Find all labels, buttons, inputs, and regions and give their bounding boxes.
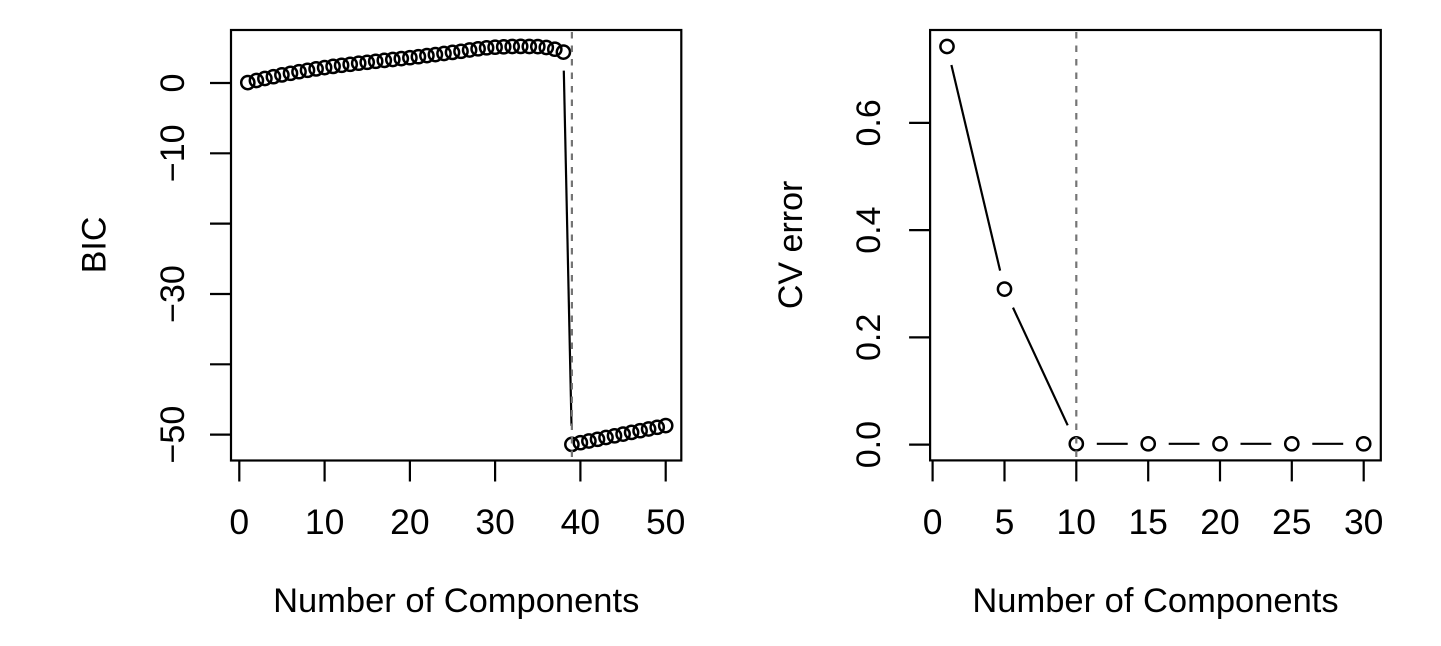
svg-text:0.2: 0.2	[850, 314, 888, 361]
svg-text:20: 20	[390, 502, 430, 542]
svg-text:Number of Components: Number of Components	[972, 582, 1338, 620]
svg-text:30: 30	[475, 502, 515, 542]
svg-text:40: 40	[561, 502, 601, 542]
svg-text:CV error: CV error	[772, 181, 810, 309]
svg-text:10: 10	[305, 502, 345, 542]
svg-text:25: 25	[1272, 502, 1312, 542]
svg-text:0: 0	[154, 74, 192, 93]
svg-text:20: 20	[1200, 502, 1240, 542]
svg-text:0: 0	[923, 502, 943, 542]
svg-text:10: 10	[1057, 502, 1097, 542]
svg-text:−50: −50	[154, 406, 192, 464]
svg-text:−10: −10	[154, 124, 192, 182]
svg-text:5: 5	[995, 502, 1015, 542]
svg-text:BIC: BIC	[76, 217, 114, 274]
svg-text:50: 50	[646, 502, 686, 542]
svg-text:−30: −30	[154, 265, 192, 323]
svg-text:0.4: 0.4	[850, 206, 888, 253]
svg-text:15: 15	[1128, 502, 1168, 542]
svg-text:0.0: 0.0	[850, 421, 888, 468]
svg-text:0.6: 0.6	[850, 99, 888, 146]
svg-text:0: 0	[229, 502, 249, 542]
svg-text:Number of Components: Number of Components	[273, 582, 639, 620]
svg-text:30: 30	[1344, 502, 1384, 542]
